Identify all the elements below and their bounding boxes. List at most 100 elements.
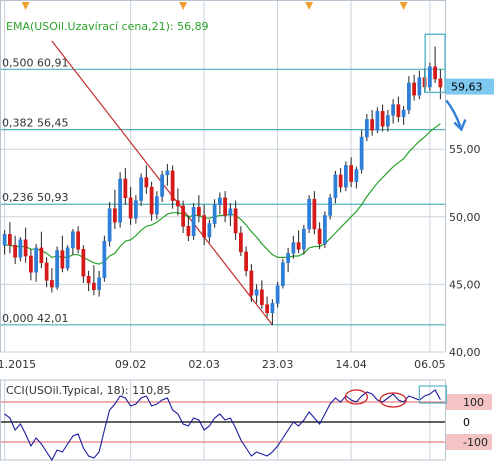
candle (349, 157, 354, 188)
candle-body (123, 178, 128, 199)
candle-body (217, 197, 222, 205)
candle (18, 237, 23, 262)
candle-body (91, 282, 96, 291)
candle-body (259, 289, 264, 305)
fib-level-label: 0,236 50,93 (2, 191, 68, 204)
candle (375, 107, 380, 133)
candle-body (55, 250, 60, 288)
candle-body (396, 104, 401, 118)
candle (217, 192, 222, 215)
candle (328, 193, 333, 220)
candle-body (317, 228, 322, 245)
candle-body (417, 77, 422, 96)
candle (186, 215, 191, 242)
candle (102, 235, 107, 282)
candle-body (375, 111, 380, 131)
candle (34, 243, 39, 282)
price-badge (446, 78, 494, 95)
candle (91, 265, 96, 296)
price-panel (0, 0, 446, 353)
candle-body (2, 234, 7, 246)
candle (65, 245, 70, 271)
candle-body (406, 82, 411, 111)
candle-body (286, 253, 291, 264)
candle-body (233, 208, 238, 234)
candle (165, 164, 170, 186)
candle (333, 170, 338, 204)
candle (317, 222, 322, 250)
candle (385, 109, 390, 132)
candle (86, 270, 91, 292)
candle (391, 99, 396, 124)
candle-body (165, 170, 170, 176)
candle-body (254, 289, 259, 296)
fib-level-label: 0,500 60,91 (2, 56, 68, 69)
cci-level-badge (446, 434, 492, 450)
candle-body (97, 277, 102, 291)
candle-body (349, 165, 354, 182)
candle (396, 96, 401, 123)
ema-line (4, 123, 441, 265)
candle (406, 76, 411, 115)
candle (76, 226, 81, 254)
x-tick-label: 09.02 (115, 358, 147, 371)
candle (118, 172, 123, 228)
candle-body (39, 247, 44, 264)
candle-body (270, 303, 275, 314)
fib-level-label: 0,382 56,45 (2, 117, 68, 130)
candle-body (170, 170, 175, 201)
candle-body (307, 198, 312, 230)
candle (13, 235, 18, 265)
candle-body (301, 228, 306, 250)
fib-level-label: 0,000 42,01 (2, 312, 68, 325)
cci-level-label: 100 (463, 396, 484, 409)
candle-body (265, 304, 270, 314)
cci-legend-label: CCI(USOil.Typical, 18): 110,85 (6, 384, 171, 397)
candle-body (433, 66, 438, 80)
candle-body (13, 244, 18, 258)
cci-level-label: 0 (463, 416, 470, 429)
candle-body (18, 239, 23, 258)
candle (254, 284, 259, 304)
candle (401, 105, 406, 125)
candle (265, 296, 270, 317)
candle-body (128, 197, 133, 219)
candle-body (391, 104, 396, 116)
candle-body (354, 169, 359, 182)
candle-body (186, 226, 191, 236)
current-price-label: 59,63 (451, 81, 483, 94)
candle (417, 70, 422, 100)
cci-level-label: -100 (463, 436, 488, 449)
candle (202, 204, 207, 246)
candle (181, 200, 186, 234)
candle (23, 227, 28, 263)
candle-body (76, 231, 81, 250)
candle (233, 200, 238, 240)
candle-body (112, 208, 117, 223)
candle (81, 245, 86, 284)
candle-body (438, 78, 443, 88)
candle-body (60, 250, 65, 269)
candle-body (401, 109, 406, 118)
candle (70, 228, 75, 255)
cci-ellipse (379, 392, 407, 408)
candle-body (370, 119, 375, 131)
candle (149, 181, 154, 221)
candle (307, 195, 312, 234)
candle-body (249, 270, 254, 296)
candle (312, 191, 317, 235)
candle (433, 46, 438, 83)
candle (291, 235, 296, 259)
candle (296, 230, 301, 254)
up-marker-icon (179, 2, 188, 10)
candle (228, 203, 233, 227)
candle-body (207, 223, 212, 238)
candle-body (223, 197, 228, 216)
candle (44, 257, 49, 288)
cci-highlight-box (418, 385, 447, 404)
up-marker-icon (399, 2, 408, 10)
candle (170, 165, 175, 209)
candle-body (228, 208, 233, 216)
y-tick-label: 50,00 (449, 211, 481, 224)
